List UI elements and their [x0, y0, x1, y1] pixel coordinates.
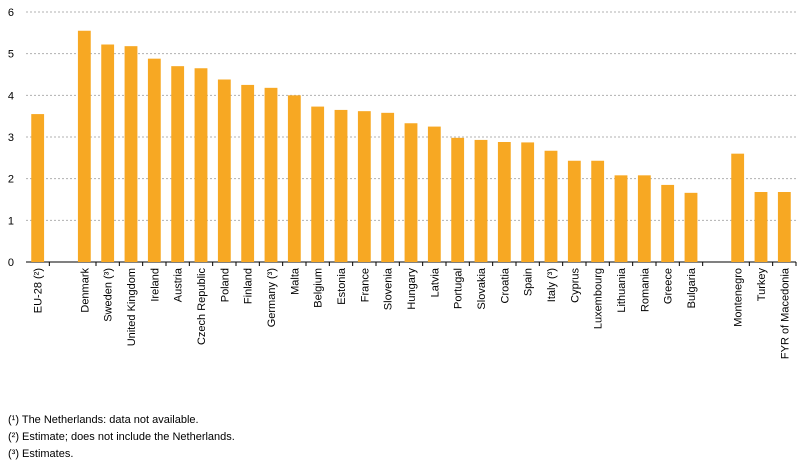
x-tick-label-24: Lithuania — [616, 267, 628, 313]
bar-16 — [427, 126, 441, 262]
x-tick-label-3: United Kingdom — [126, 268, 138, 346]
bar-14 — [381, 112, 395, 262]
footnote-1: (¹) The Netherlands: data not available. — [8, 414, 199, 426]
footnotes: (¹) The Netherlands: data not available.… — [8, 412, 235, 463]
y-tick-label-1: 1 — [8, 215, 14, 227]
bar-21 — [544, 150, 558, 262]
x-tick-label-7: Poland — [219, 268, 231, 302]
bar-18 — [474, 139, 488, 262]
x-tick-label-4: Ireland — [149, 268, 161, 302]
bar-12 — [334, 109, 348, 263]
bar-8 — [241, 84, 255, 263]
x-tick-label-29: Turkey — [756, 268, 768, 302]
y-tick-label-3: 3 — [8, 132, 14, 144]
bar-10 — [287, 95, 301, 262]
bar-4 — [147, 58, 161, 262]
y-tick-label-4: 4 — [8, 90, 14, 102]
x-tick-label-8: Finland — [243, 268, 255, 304]
bar-17 — [451, 137, 465, 262]
x-tick-label-5: Austria — [173, 267, 185, 302]
bar-28 — [731, 153, 745, 262]
x-tick-label-12: Estonia — [336, 267, 348, 305]
x-tick-label-6: Czech Republic — [196, 268, 208, 346]
bar-29 — [754, 192, 768, 262]
bar-15 — [404, 123, 418, 262]
bar-25 — [637, 175, 651, 262]
bar-0 — [31, 114, 45, 262]
x-tick-label-25: Romania — [639, 267, 651, 312]
x-tick-label-17: Portugal — [453, 268, 465, 309]
x-tick-label-13: France — [359, 268, 371, 302]
x-tick-label-27: Bulgaria — [686, 267, 698, 308]
bar-9 — [264, 87, 278, 262]
y-tick-label-5: 5 — [8, 49, 14, 61]
x-tick-label-28: Montenegro — [733, 268, 745, 327]
x-tick-label-1: Denmark — [79, 268, 91, 313]
bar-13 — [357, 111, 371, 263]
x-tick-label-0: EU-28 (²) — [33, 268, 45, 313]
x-tick-label-14: Slovenia — [383, 267, 395, 310]
bar-19 — [497, 142, 511, 262]
bar-2 — [101, 44, 115, 262]
bar-26 — [661, 184, 675, 262]
bar-5 — [171, 66, 185, 263]
x-tick-label-9: Germany (³) — [266, 268, 278, 327]
x-tick-label-2: Sweden (³) — [103, 268, 115, 322]
x-tick-label-16: Latvia — [429, 267, 441, 297]
y-tick-label-6: 6 — [8, 7, 14, 19]
x-tick-label-19: Croatia — [499, 267, 511, 303]
footnote-3: (³) Estimates. — [8, 448, 74, 460]
bar-20 — [521, 142, 535, 262]
x-tick-label-26: Greece — [663, 268, 675, 304]
bar-22 — [567, 160, 581, 262]
bar-3 — [124, 46, 138, 262]
bar-6 — [194, 68, 208, 262]
x-tick-label-22: Cyprus — [569, 268, 581, 303]
x-tick-label-23: Luxembourg — [593, 268, 605, 329]
bar-7 — [217, 79, 231, 262]
y-tick-label-2: 2 — [8, 174, 14, 186]
bar-1 — [77, 30, 91, 262]
x-tick-label-18: Slovakia — [476, 267, 488, 309]
y-tick-label-0: 0 — [8, 257, 14, 269]
bar-24 — [614, 175, 628, 262]
bar-11 — [311, 106, 325, 262]
x-tick-label-10: Malta — [289, 267, 301, 295]
bar-27 — [684, 192, 698, 262]
bar-23 — [591, 160, 605, 262]
bar-30 — [777, 192, 791, 262]
x-tick-label-30: FYR of Macedonia — [779, 267, 791, 359]
x-tick-label-20: Spain — [523, 268, 535, 296]
bar-chart: 0 1 2 3 4 5 6 EU-28 (²) Denmark Sweden (³) United … — [8, 7, 797, 359]
x-tick-label-11: Belgium — [313, 268, 325, 308]
x-tick-label-21: Italy (³) — [546, 268, 558, 302]
x-tick-label-15: Hungary — [406, 268, 418, 310]
footnote-2: (²) Estimate; does not include the Nethe… — [8, 431, 235, 443]
